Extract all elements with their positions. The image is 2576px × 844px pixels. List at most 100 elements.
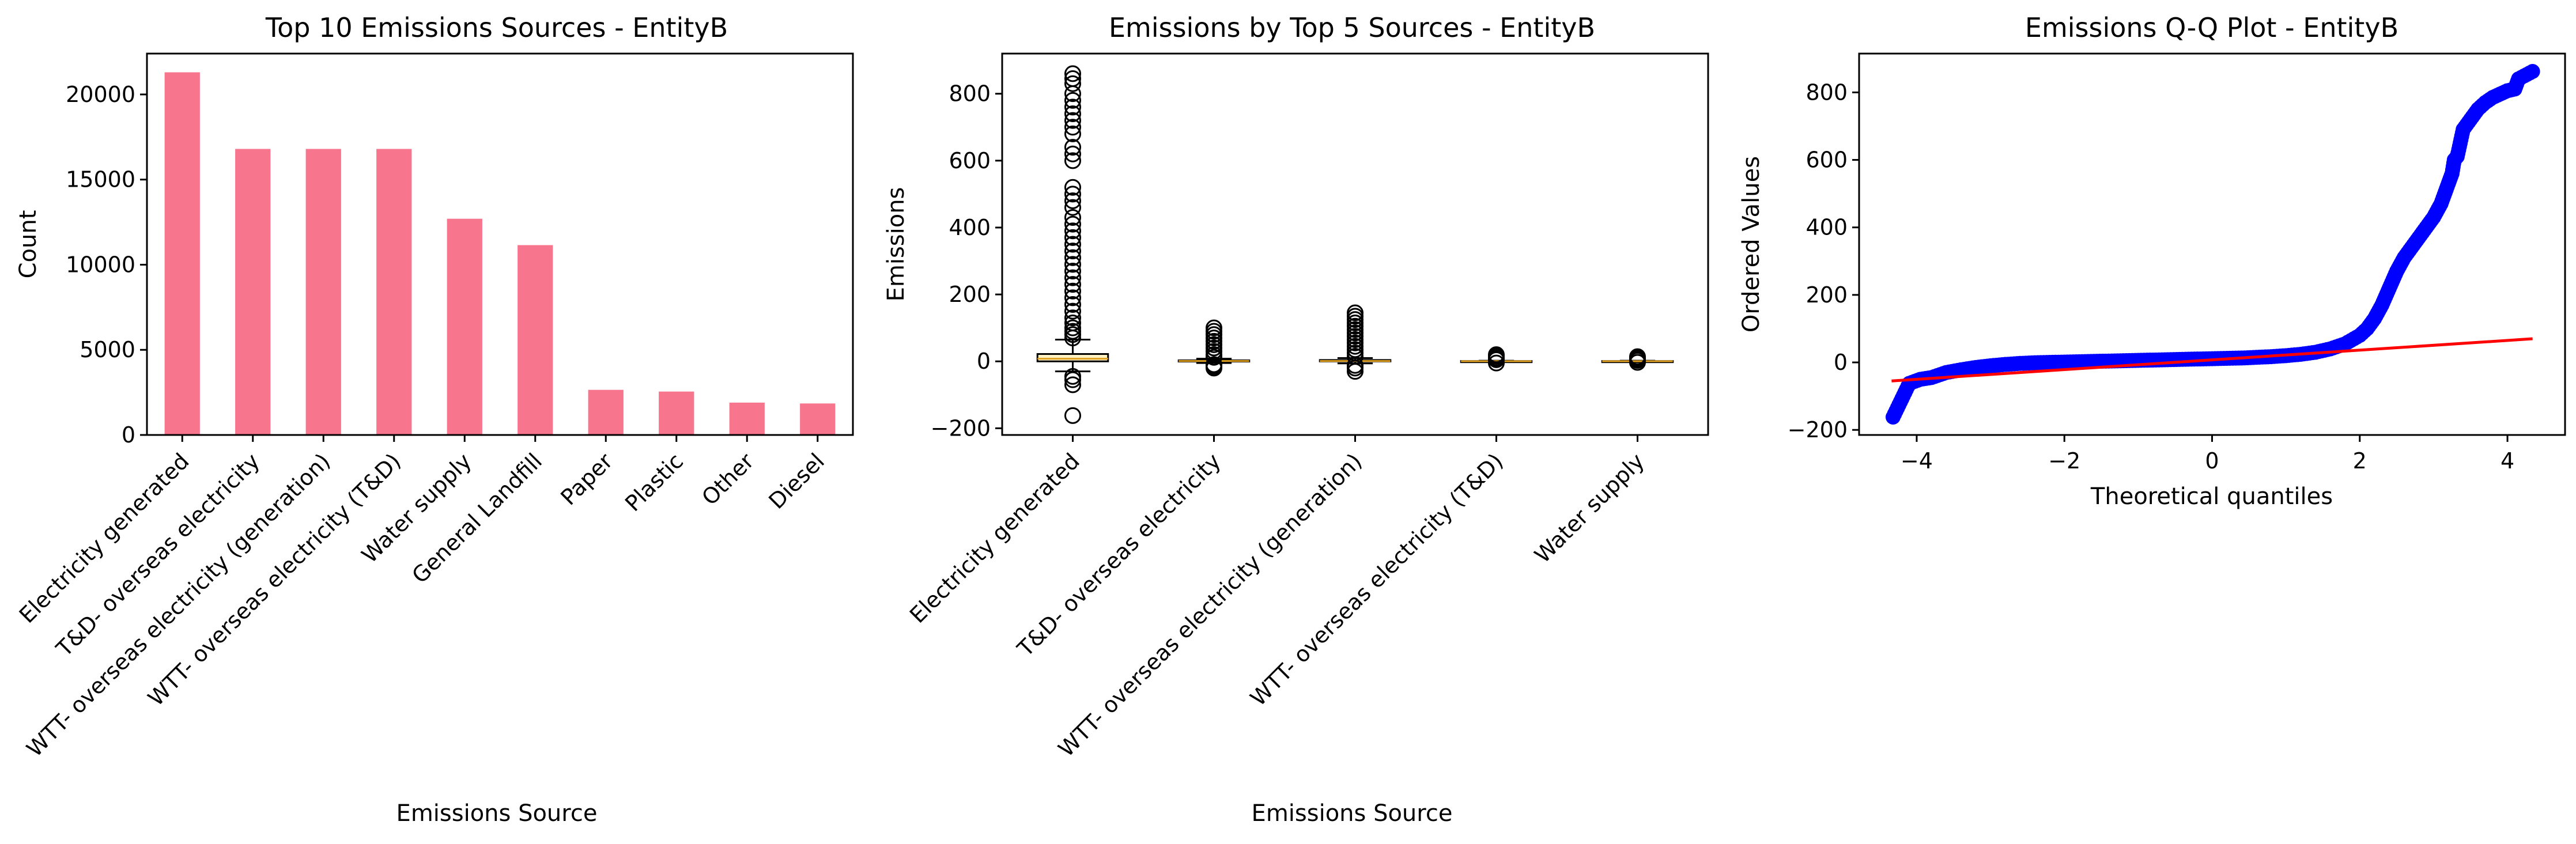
outlier-point bbox=[1064, 209, 1081, 226]
box-plot-title: Emissions by Top 5 Sources - EntityB bbox=[1109, 12, 1595, 43]
bar bbox=[305, 149, 341, 435]
bar-chart-ylabel: Count bbox=[15, 210, 41, 279]
y-tick-label: 0 bbox=[122, 422, 135, 448]
bar bbox=[518, 245, 553, 435]
outlier-point bbox=[1064, 222, 1081, 240]
bar bbox=[800, 403, 836, 435]
x-tick-label: Water supply bbox=[1529, 448, 1649, 568]
outlier-point bbox=[1064, 92, 1081, 109]
outlier-point bbox=[1064, 105, 1081, 123]
bar bbox=[729, 402, 765, 435]
outlier-point bbox=[1064, 276, 1081, 293]
x-tick-label: WTT- overseas electricity (T&D) bbox=[1245, 448, 1508, 711]
y-tick-label: 20000 bbox=[66, 82, 135, 107]
outlier-point bbox=[1064, 269, 1081, 286]
outlier-point bbox=[1064, 289, 1081, 306]
outlier-point bbox=[1064, 152, 1081, 169]
outlier-point bbox=[1064, 243, 1081, 260]
box-plot-panel: Emissions by Top 5 Sources - EntityB Emi… bbox=[883, 12, 1709, 827]
y-tick-label: −200 bbox=[931, 415, 991, 441]
x-tick-label: Other bbox=[697, 448, 759, 510]
x-tick-label: Diesel bbox=[764, 448, 829, 514]
bar bbox=[447, 218, 482, 435]
outlier-point bbox=[1629, 348, 1646, 365]
x-tick-label: 2 bbox=[2353, 448, 2367, 474]
outlier-point bbox=[1064, 296, 1081, 313]
box-plot-xlabel: Emissions Source bbox=[1252, 800, 1453, 827]
y-tick-label: 15000 bbox=[66, 167, 135, 192]
x-tick-label: Plastic bbox=[620, 448, 688, 516]
bar-chart-title: Top 10 Emissions Sources - EntityB bbox=[265, 12, 728, 43]
outlier-point bbox=[1064, 112, 1081, 129]
box bbox=[1036, 353, 1109, 362]
outlier-point bbox=[1064, 145, 1081, 162]
outlier-point bbox=[1064, 139, 1081, 156]
outlier-point bbox=[1064, 125, 1081, 142]
outlier-point bbox=[1064, 70, 1081, 88]
outlier-point bbox=[1064, 319, 1081, 336]
y-tick-label: 0 bbox=[977, 349, 991, 374]
y-tick-label: −200 bbox=[1788, 417, 1848, 442]
bar-chart-frame bbox=[146, 52, 854, 436]
outlier-point bbox=[1064, 256, 1081, 273]
y-tick-label: 600 bbox=[1806, 147, 1848, 173]
outlier-point bbox=[1064, 119, 1081, 136]
bar bbox=[164, 72, 200, 436]
bar bbox=[588, 389, 624, 435]
bar-chart-panel: Top 10 Emissions Sources - EntityB Emiss… bbox=[14, 12, 854, 827]
y-tick-label: 200 bbox=[1806, 282, 1848, 308]
qq-fit-line bbox=[1891, 337, 2533, 383]
outlier-point bbox=[1064, 179, 1081, 196]
outlier-point bbox=[1064, 236, 1081, 253]
bar bbox=[235, 149, 271, 435]
qq-plot-title: Emissions Q-Q Plot - EntityB bbox=[2025, 12, 2399, 43]
outlier-point bbox=[1064, 282, 1081, 300]
outlier-point bbox=[1064, 376, 1081, 393]
qq-plot-xlabel: Theoretical quantiles bbox=[2090, 483, 2333, 510]
y-tick-label: 800 bbox=[949, 81, 991, 107]
outlier-point bbox=[1064, 302, 1081, 320]
qq-point bbox=[2525, 64, 2540, 80]
outlier-point bbox=[1064, 75, 1081, 92]
outlier-point bbox=[1064, 229, 1081, 246]
x-tick-label: −2 bbox=[2048, 448, 2080, 474]
y-tick-label: 400 bbox=[1806, 215, 1848, 240]
outlier-point bbox=[1347, 304, 1363, 321]
x-tick-label: 4 bbox=[2501, 448, 2514, 474]
box-plot-frame bbox=[1001, 52, 1709, 436]
x-tick-label: WTT- overseas electricity (generation) bbox=[1053, 448, 1367, 762]
outlier-point bbox=[1488, 346, 1505, 364]
qq-plot-frame bbox=[1858, 52, 2566, 436]
y-tick-label: 0 bbox=[1834, 350, 1848, 375]
bar bbox=[376, 149, 412, 435]
outlier-point bbox=[1064, 407, 1081, 424]
outlier-point bbox=[1064, 186, 1081, 203]
outlier-point bbox=[1064, 262, 1081, 279]
outlier-point bbox=[1064, 215, 1081, 233]
x-tick-label: −4 bbox=[1901, 448, 1933, 474]
outlier-point bbox=[1064, 309, 1081, 327]
x-tick-label: WTT- overseas electricity (generation) bbox=[22, 448, 335, 762]
bar bbox=[659, 391, 694, 435]
outlier-point bbox=[1064, 249, 1081, 266]
y-tick-label: 200 bbox=[949, 282, 991, 307]
outlier-point bbox=[1064, 65, 1081, 82]
qq-plot-panel: Emissions Q-Q Plot - EntityB Theoretical… bbox=[1738, 12, 2566, 510]
bar-chart-xlabel: Emissions Source bbox=[396, 800, 598, 827]
x-tick-label: 0 bbox=[2205, 448, 2219, 474]
x-tick-label: WTT- overseas electricity (T&D) bbox=[143, 448, 406, 711]
outlier-point bbox=[1206, 319, 1222, 336]
y-tick-label: 600 bbox=[949, 148, 991, 173]
outlier-point bbox=[1064, 368, 1081, 385]
y-tick-label: 400 bbox=[949, 215, 991, 240]
outlier-point bbox=[1206, 356, 1222, 373]
y-tick-label: 800 bbox=[1806, 80, 1848, 105]
outlier-point bbox=[1064, 199, 1081, 216]
y-tick-label: 10000 bbox=[66, 252, 135, 277]
y-tick-label: 5000 bbox=[80, 337, 135, 362]
outlier-point bbox=[1064, 99, 1081, 116]
outlier-point bbox=[1064, 314, 1081, 331]
outlier-point bbox=[1064, 192, 1081, 210]
qq-plot-ylabel: Ordered Values bbox=[1738, 156, 1765, 332]
